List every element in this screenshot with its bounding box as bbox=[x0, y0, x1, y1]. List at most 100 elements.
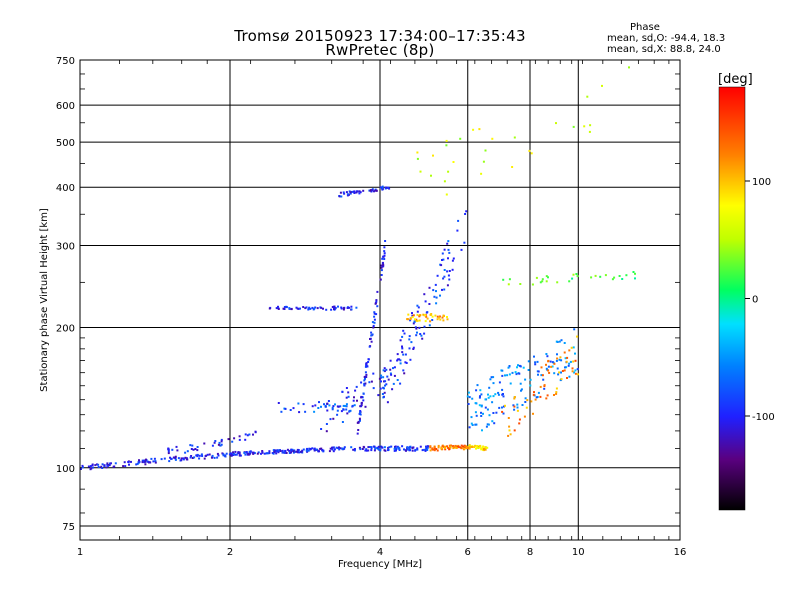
data-point bbox=[445, 193, 448, 196]
data-point bbox=[541, 278, 544, 281]
data-point bbox=[321, 449, 324, 452]
data-point bbox=[387, 449, 389, 452]
data-point bbox=[354, 389, 357, 392]
data-point bbox=[574, 369, 577, 372]
data-point bbox=[545, 353, 548, 355]
data-point bbox=[227, 438, 230, 441]
data-point bbox=[438, 316, 441, 319]
data-point bbox=[290, 448, 293, 451]
data-point bbox=[141, 461, 144, 464]
data-point bbox=[296, 451, 299, 454]
data-point bbox=[420, 334, 423, 337]
data-point bbox=[175, 445, 178, 448]
data-point bbox=[329, 418, 332, 421]
data-point bbox=[545, 367, 548, 370]
data-point bbox=[464, 445, 466, 448]
data-point bbox=[586, 95, 589, 98]
data-point bbox=[383, 380, 385, 383]
data-point bbox=[436, 318, 439, 321]
data-point bbox=[547, 276, 549, 279]
data-point bbox=[423, 293, 426, 296]
data-point bbox=[360, 401, 363, 404]
data-point bbox=[599, 275, 602, 278]
data-point bbox=[383, 370, 386, 373]
data-point bbox=[235, 453, 238, 456]
data-point bbox=[350, 446, 353, 449]
data-point bbox=[322, 449, 325, 452]
data-point bbox=[284, 450, 287, 453]
data-point bbox=[203, 457, 206, 460]
data-point bbox=[233, 453, 235, 456]
data-point bbox=[497, 391, 500, 394]
data-point bbox=[338, 448, 341, 451]
data-point bbox=[475, 445, 478, 448]
data-point bbox=[327, 400, 330, 402]
data-point bbox=[518, 422, 521, 425]
data-point bbox=[594, 274, 597, 277]
data-point bbox=[375, 189, 378, 192]
data-point bbox=[541, 280, 544, 283]
data-point bbox=[367, 361, 370, 363]
data-point bbox=[379, 448, 382, 451]
data-point bbox=[224, 455, 227, 458]
data-point bbox=[392, 367, 394, 370]
data-point bbox=[432, 289, 435, 292]
data-point bbox=[443, 180, 446, 183]
data-point bbox=[601, 84, 603, 87]
data-point bbox=[535, 396, 538, 399]
data-point bbox=[374, 189, 377, 192]
data-point bbox=[110, 462, 112, 465]
data-point bbox=[433, 295, 436, 298]
data-point bbox=[529, 378, 532, 381]
data-point bbox=[564, 357, 567, 360]
data-point bbox=[495, 411, 498, 414]
data-point bbox=[401, 351, 404, 354]
data-point bbox=[402, 369, 405, 372]
data-point bbox=[365, 449, 368, 452]
data-point bbox=[553, 362, 556, 365]
data-point bbox=[545, 397, 548, 400]
data-point bbox=[485, 425, 488, 428]
data-point bbox=[254, 430, 257, 433]
data-point bbox=[423, 448, 426, 451]
data-point bbox=[305, 306, 308, 309]
data-point bbox=[364, 365, 367, 368]
data-point bbox=[239, 454, 242, 457]
data-point bbox=[556, 353, 558, 356]
data-point bbox=[416, 448, 419, 451]
data-point bbox=[384, 384, 386, 387]
data-point bbox=[634, 277, 636, 280]
x-tick-label: 2 bbox=[227, 547, 233, 558]
colorbar-tick-label: 100 bbox=[752, 177, 771, 188]
data-point bbox=[404, 353, 407, 356]
data-point bbox=[547, 369, 550, 372]
data-point bbox=[475, 414, 478, 417]
data-point bbox=[540, 366, 543, 369]
data-point bbox=[320, 306, 323, 309]
data-point bbox=[519, 365, 522, 368]
data-point bbox=[572, 360, 575, 363]
data-point bbox=[561, 370, 564, 372]
data-point bbox=[424, 314, 427, 317]
data-point bbox=[249, 450, 252, 453]
data-point bbox=[298, 411, 301, 414]
data-point bbox=[481, 429, 483, 432]
data-point bbox=[174, 457, 177, 460]
data-point bbox=[106, 463, 109, 466]
y-tick-label: 600 bbox=[56, 101, 75, 112]
data-point bbox=[208, 453, 211, 456]
data-point bbox=[338, 446, 340, 449]
data-point bbox=[480, 393, 483, 396]
data-point bbox=[364, 382, 367, 385]
data-point bbox=[572, 273, 575, 276]
data-point bbox=[563, 342, 566, 344]
data-point bbox=[260, 452, 262, 455]
data-point bbox=[416, 157, 419, 160]
data-point bbox=[368, 446, 371, 448]
data-point bbox=[253, 452, 256, 455]
data-point bbox=[516, 366, 518, 369]
data-point bbox=[216, 452, 219, 455]
data-point bbox=[342, 404, 345, 407]
data-point bbox=[553, 372, 556, 375]
